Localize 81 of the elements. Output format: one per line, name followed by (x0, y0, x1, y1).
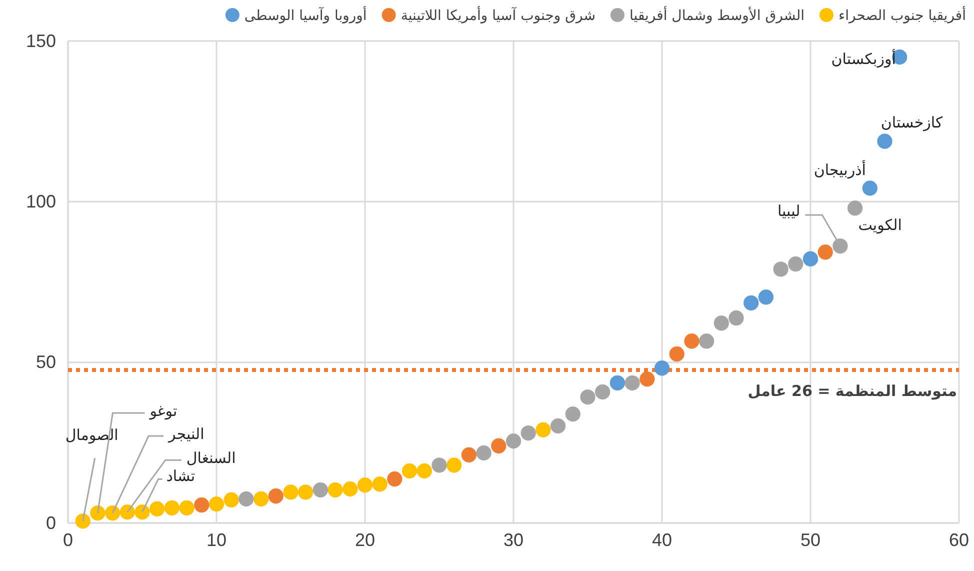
point (669, 346, 684, 362)
point (194, 497, 210, 513)
point (75, 514, 90, 529)
point (446, 458, 462, 473)
annotation: ليبيا (777, 202, 800, 220)
point (372, 476, 388, 492)
annotation: الصومال (65, 426, 118, 444)
x-tick-label: 40 (652, 530, 672, 550)
annotation: أذربيجان (814, 160, 866, 180)
annotation: توغو (148, 402, 178, 420)
point (298, 484, 314, 500)
annotation: السنغال (186, 449, 236, 468)
point (342, 481, 358, 496)
point (268, 488, 284, 504)
point (802, 251, 818, 266)
annotation: كازخستان (880, 113, 944, 132)
point (90, 505, 106, 521)
point (728, 310, 744, 326)
point (134, 504, 150, 520)
point (150, 501, 165, 516)
point (461, 447, 477, 462)
point (640, 371, 655, 387)
x-tick-label: 60 (948, 530, 970, 550)
legend-label: أوروبا وآسيا الوسطى (244, 6, 367, 24)
point (253, 491, 269, 506)
point (654, 360, 670, 376)
legend-label: أفريقيا جنوب الصحراء (838, 6, 966, 24)
point (550, 418, 566, 434)
annotation: النيجر (168, 425, 204, 444)
point (164, 500, 180, 516)
annotation: أوزبكستان (831, 49, 896, 68)
point (832, 238, 848, 254)
point (312, 482, 328, 498)
point (491, 438, 506, 454)
point (788, 256, 804, 272)
point (506, 434, 522, 449)
point (624, 375, 640, 390)
point (714, 316, 729, 331)
legend-label: الشرق الأوسط وشمال أفريقيا (629, 6, 804, 24)
point (283, 484, 298, 500)
point (565, 406, 580, 422)
point (862, 180, 878, 196)
x-tick-label: 10 (206, 530, 227, 550)
point (224, 492, 239, 508)
point (238, 491, 254, 506)
point (818, 244, 833, 260)
legend-label: شرق وجنوب آسيا وأمريكا اللاتينية (400, 6, 596, 24)
x-tick-label: 20 (354, 530, 376, 550)
point (877, 134, 892, 149)
y-tick-label: 150 (26, 30, 56, 51)
x-tick-label: 50 (800, 530, 821, 550)
y-tick-label: 50 (36, 352, 56, 372)
x-tick-label: 0 (62, 530, 74, 550)
annotation: متوسط المنظمة = 26 عامل (748, 382, 957, 400)
point (179, 500, 194, 516)
point (416, 463, 432, 478)
point (104, 505, 120, 521)
point (357, 478, 373, 493)
point (402, 463, 418, 478)
point (595, 384, 610, 400)
point (744, 295, 759, 310)
point (536, 422, 551, 438)
point (684, 334, 700, 349)
y-tick-label: 0 (46, 512, 56, 533)
point (387, 471, 402, 487)
point (773, 262, 788, 277)
y-tick-label: 100 (26, 191, 56, 212)
point (476, 445, 492, 461)
point (758, 290, 774, 305)
point (610, 375, 626, 390)
annotation: تشاد (166, 467, 196, 486)
point (432, 458, 447, 473)
point (208, 496, 224, 512)
annotation: الكويت (858, 216, 902, 234)
point (698, 334, 714, 349)
point (120, 504, 135, 520)
point (847, 200, 863, 216)
point (328, 482, 343, 498)
x-tick-label: 30 (503, 530, 524, 550)
point (580, 389, 596, 405)
point (520, 425, 536, 441)
